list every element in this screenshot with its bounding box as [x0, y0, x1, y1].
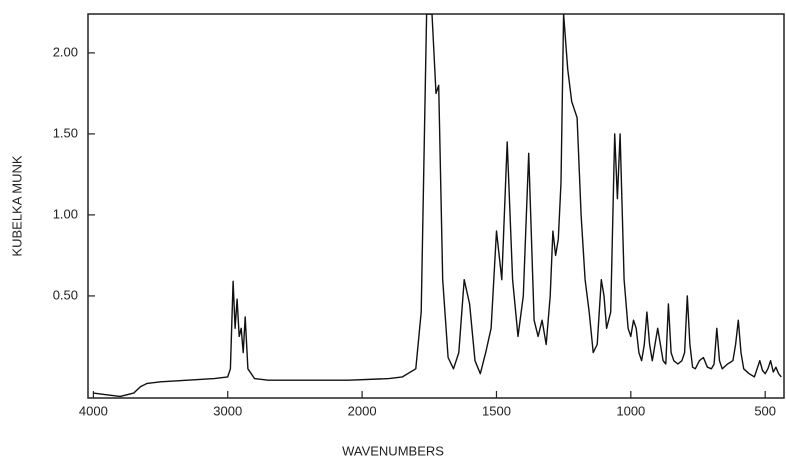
x-tick-label: 500 — [754, 403, 776, 418]
plot-frame — [87, 13, 785, 399]
y-axis-label: KUBELKA MUNK — [9, 155, 24, 256]
x-axis-label: WAVENUMBERS — [342, 443, 444, 458]
y-tick-label: 1.00 — [53, 206, 78, 221]
x-tick-label: 1000 — [616, 403, 645, 418]
x-tick-label: 3000 — [213, 403, 242, 418]
x-tick-label: 1500 — [482, 403, 511, 418]
y-tick-label: 1.50 — [53, 125, 78, 140]
x-tick-label: 4000 — [79, 403, 108, 418]
spectrum-line — [93, 14, 782, 398]
y-tick-label: 2.00 — [53, 44, 78, 59]
x-tick-label: 2000 — [348, 403, 377, 418]
y-tick-label: 0.50 — [53, 287, 78, 302]
